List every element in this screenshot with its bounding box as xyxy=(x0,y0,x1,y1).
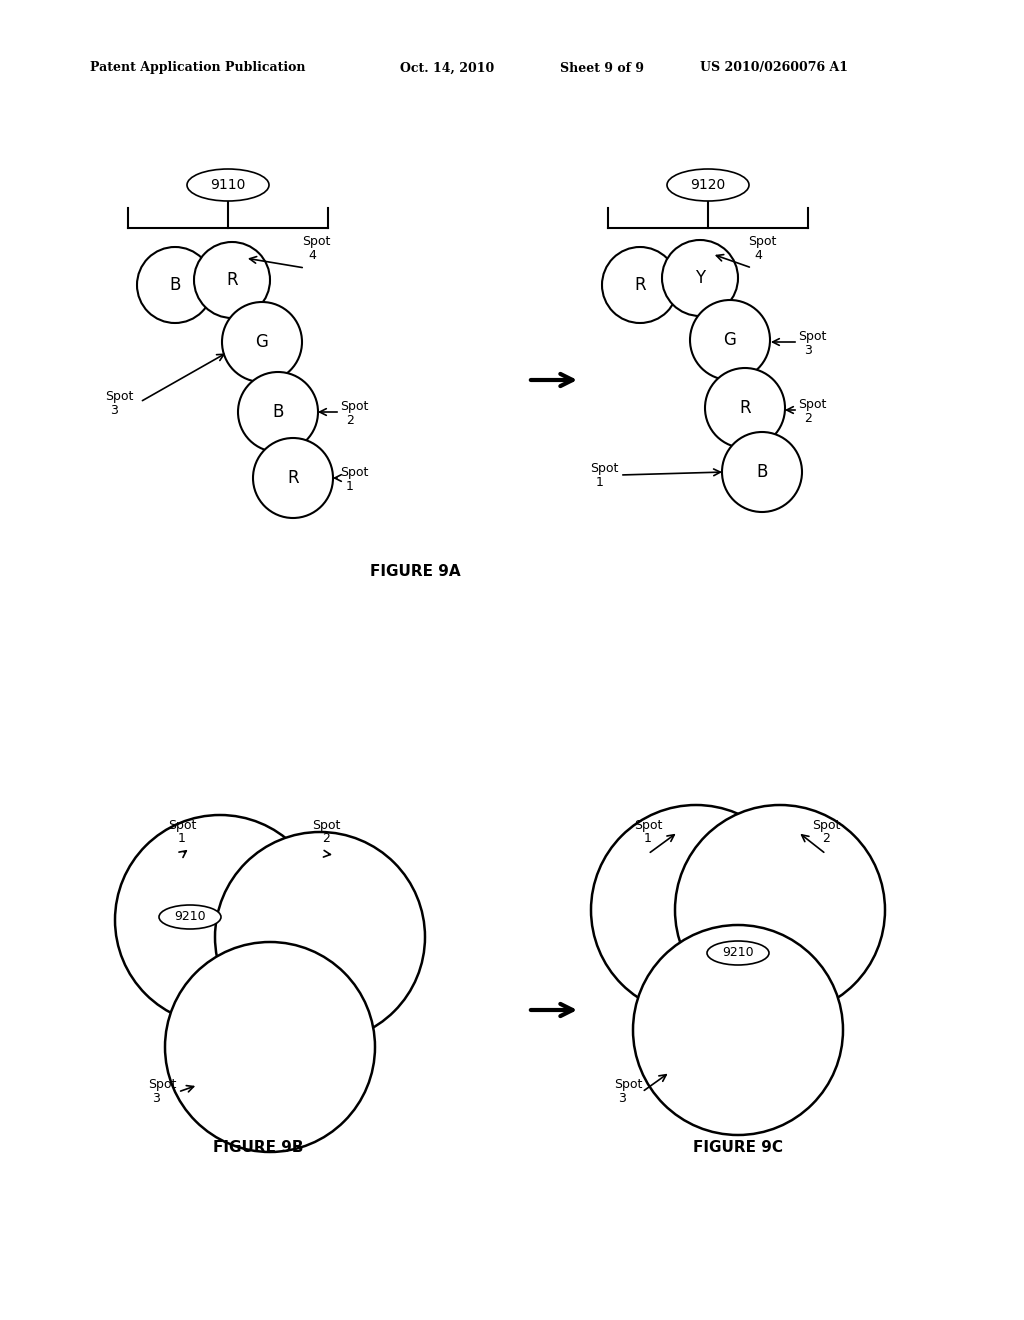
Ellipse shape xyxy=(187,169,269,201)
Circle shape xyxy=(662,240,738,315)
Text: Spot: Spot xyxy=(798,399,826,411)
Text: B: B xyxy=(757,463,768,480)
Circle shape xyxy=(137,247,213,323)
Text: 1: 1 xyxy=(178,832,186,845)
Text: R: R xyxy=(634,276,646,294)
Text: 4: 4 xyxy=(754,249,762,261)
Text: R: R xyxy=(739,399,751,417)
Text: Spot: Spot xyxy=(312,818,340,832)
Text: Patent Application Publication: Patent Application Publication xyxy=(90,62,305,74)
Text: Spot: Spot xyxy=(340,400,369,413)
Text: 1: 1 xyxy=(596,477,604,488)
Text: Sheet 9 of 9: Sheet 9 of 9 xyxy=(560,62,644,74)
Circle shape xyxy=(115,814,325,1026)
Text: 2: 2 xyxy=(804,412,812,425)
Text: Spot: Spot xyxy=(590,462,618,475)
Text: G: G xyxy=(724,331,736,348)
Text: Oct. 14, 2010: Oct. 14, 2010 xyxy=(400,62,495,74)
Text: 3: 3 xyxy=(618,1092,626,1105)
Text: 3: 3 xyxy=(152,1092,160,1105)
Text: Spot: Spot xyxy=(340,466,369,479)
Text: Spot: Spot xyxy=(302,235,331,248)
Circle shape xyxy=(705,368,785,447)
Text: Spot: Spot xyxy=(105,389,133,403)
Text: Spot: Spot xyxy=(148,1078,176,1092)
Text: 9210: 9210 xyxy=(722,946,754,960)
Text: 9120: 9120 xyxy=(690,178,726,191)
Text: 1: 1 xyxy=(644,832,652,845)
Text: FIGURE 9B: FIGURE 9B xyxy=(213,1140,303,1155)
Text: 9210: 9210 xyxy=(174,911,206,924)
Ellipse shape xyxy=(159,906,221,929)
Text: Spot: Spot xyxy=(168,818,197,832)
Ellipse shape xyxy=(667,169,749,201)
Text: 2: 2 xyxy=(822,832,829,845)
Text: R: R xyxy=(226,271,238,289)
Text: R: R xyxy=(287,469,299,487)
Text: G: G xyxy=(256,333,268,351)
Circle shape xyxy=(215,832,425,1041)
Text: 2: 2 xyxy=(323,832,330,845)
Text: Spot: Spot xyxy=(634,818,663,832)
Text: 2: 2 xyxy=(346,414,354,426)
Circle shape xyxy=(238,372,318,451)
Circle shape xyxy=(690,300,770,380)
Text: Spot: Spot xyxy=(812,818,840,832)
Circle shape xyxy=(591,805,801,1015)
Text: Y: Y xyxy=(695,269,706,286)
Text: Spot: Spot xyxy=(748,235,776,248)
Text: FIGURE 9C: FIGURE 9C xyxy=(693,1140,783,1155)
Text: 4: 4 xyxy=(308,249,315,261)
Circle shape xyxy=(222,302,302,381)
Text: 3: 3 xyxy=(804,345,812,356)
Circle shape xyxy=(165,942,375,1152)
Text: US 2010/0260076 A1: US 2010/0260076 A1 xyxy=(700,62,848,74)
Ellipse shape xyxy=(707,941,769,965)
Text: FIGURE 9A: FIGURE 9A xyxy=(370,565,461,579)
Text: 1: 1 xyxy=(346,480,354,492)
Text: B: B xyxy=(169,276,180,294)
Circle shape xyxy=(253,438,333,517)
Circle shape xyxy=(602,247,678,323)
Text: Spot: Spot xyxy=(614,1078,642,1092)
Text: B: B xyxy=(272,403,284,421)
Circle shape xyxy=(722,432,802,512)
Circle shape xyxy=(194,242,270,318)
Text: Spot: Spot xyxy=(798,330,826,343)
Text: 9110: 9110 xyxy=(210,178,246,191)
Circle shape xyxy=(675,805,885,1015)
Circle shape xyxy=(633,925,843,1135)
Text: 3: 3 xyxy=(110,404,118,417)
